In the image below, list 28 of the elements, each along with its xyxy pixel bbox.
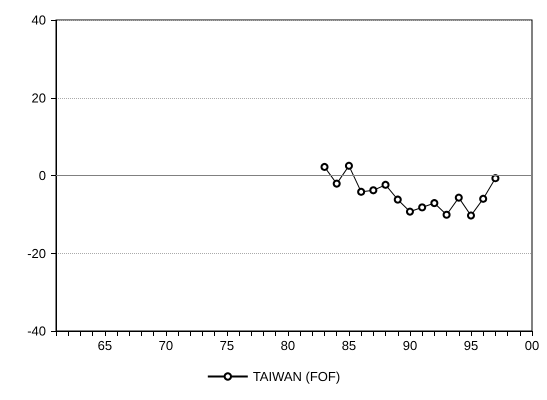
point [320,162,329,171]
point [406,208,414,216]
point [344,162,353,170]
y-tick-label: -40 [27,324,46,338]
point [466,212,475,220]
x-tick-label: 70 [158,338,174,353]
legend-label: TAIWAN (FOF) [252,369,340,384]
point [479,194,488,203]
point [394,196,402,204]
x-tick-label: 00 [524,338,540,353]
point [418,203,426,212]
point [454,194,463,202]
y-tick-label: -20 [27,246,46,261]
point [430,199,438,208]
y-tick-label: 40 [32,12,46,28]
x-tick-label: 80 [280,338,296,353]
point [332,180,341,188]
x-tick-label: 85 [342,338,356,353]
x-tick-label: 65 [98,338,112,353]
x-tick-label: 90 [402,338,418,353]
point [442,210,451,219]
x-tick-label: 95 [464,338,478,353]
point [357,188,366,196]
point [382,180,390,189]
x-tick-label: 75 [220,338,234,353]
point [369,186,378,194]
y-tick-label: 0 [38,168,46,183]
y-tick-label: 20 [32,90,46,106]
